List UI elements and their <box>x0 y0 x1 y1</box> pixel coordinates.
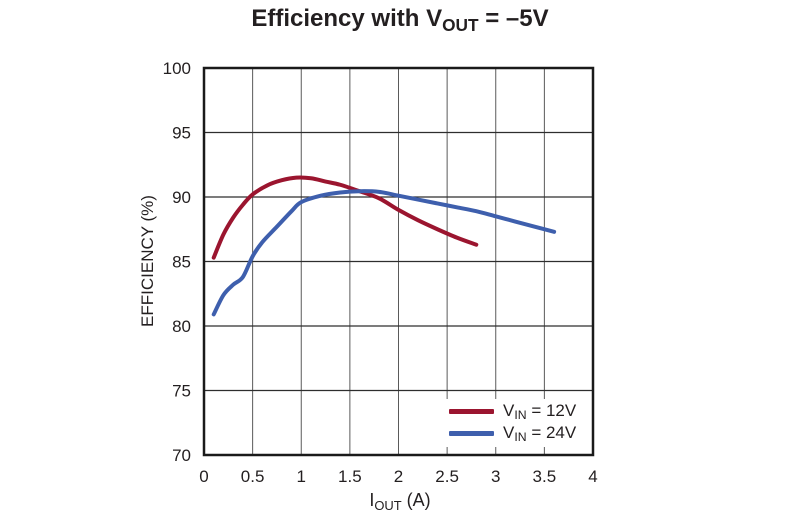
series-line-vin-24v <box>211 189 557 317</box>
x-axis-label: IOUT (A) <box>0 489 800 513</box>
gridlines <box>204 68 593 455</box>
y-tick-label: 80 <box>172 317 191 336</box>
chart-title: Efficiency with VOUT = –5V <box>0 4 800 34</box>
plot-frame <box>202 66 595 457</box>
y-tick-label: 75 <box>172 382 191 401</box>
y-tick-label: 85 <box>172 253 191 272</box>
legend: VIN = 12V VIN = 24V <box>444 399 591 447</box>
chart-title-subscript: OUT <box>442 14 479 35</box>
legend-label-text: = 24V <box>526 423 577 442</box>
y-tick-label: 90 <box>172 188 191 207</box>
legend-label-text: = 12V <box>526 401 577 420</box>
x-tick-label: 1 <box>297 467 306 486</box>
x-tick-labels: 0 0.5 1 1.5 2 2.5 3 3.5 4 <box>199 467 597 486</box>
chart-title-text: Efficiency with V <box>251 5 443 32</box>
legend-label-24v: VIN = 24V <box>503 422 576 444</box>
y-tick-label: 100 <box>163 59 191 78</box>
legend-item-vin-12v: VIN = 12V <box>444 400 591 422</box>
x-axis-label-subscript: OUT <box>374 497 402 513</box>
legend-label-subscript: IN <box>514 408 527 423</box>
x-tick-label: 2 <box>394 467 403 486</box>
legend-swatch-12v <box>449 408 494 414</box>
x-tick-label: 1.5 <box>338 467 362 486</box>
x-tick-label: 4 <box>588 467 597 486</box>
y-axis-label: EFFICIENCY (%) <box>138 195 157 327</box>
legend-label-12v: VIN = 12V <box>503 400 576 422</box>
x-tick-label: 2.5 <box>435 467 459 486</box>
legend-label-text: V <box>503 401 515 420</box>
y-tick-label: 95 <box>172 124 191 143</box>
x-tick-label: 0.5 <box>241 467 265 486</box>
series-line-vin-12v <box>211 175 479 260</box>
x-tick-label: 3.5 <box>533 467 557 486</box>
series-curves <box>211 175 557 317</box>
x-axis-label-text: (A) <box>401 490 431 510</box>
x-tick-label: 0 <box>199 467 208 486</box>
x-axis-label-text: I <box>369 490 375 510</box>
chart-title-text: = –5V <box>478 5 549 32</box>
x-tick-label: 3 <box>491 467 500 486</box>
y-tick-labels: 70 75 80 85 90 95 100 <box>163 59 191 465</box>
legend-label-text: V <box>503 423 515 442</box>
legend-label-subscript: IN <box>514 430 527 445</box>
legend-item-vin-24v: VIN = 24V <box>444 422 591 444</box>
y-tick-label: 70 <box>172 446 191 465</box>
legend-swatch-24v <box>449 430 494 436</box>
